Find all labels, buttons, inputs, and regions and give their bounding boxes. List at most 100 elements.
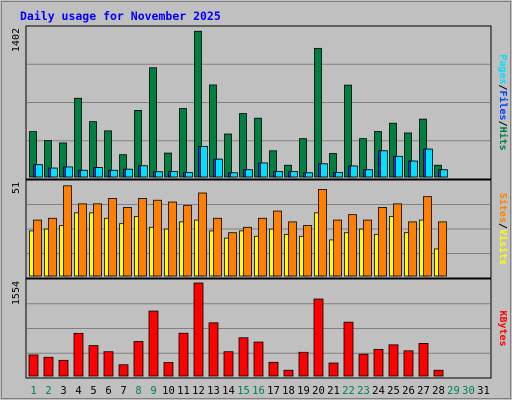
legend-item-pages: Pages xyxy=(497,54,508,84)
bar-hits-day-3 xyxy=(59,142,67,178)
bar-hits-day-22 xyxy=(344,84,352,178)
bar-kbytes-day-8 xyxy=(133,341,144,377)
bar-kbytes-day-28 xyxy=(433,369,444,377)
bar-sites-day-9 xyxy=(153,199,162,277)
x-tick-label-day-28: 28 xyxy=(432,385,445,397)
bar-kbytes-day-11 xyxy=(178,332,189,377)
bar-hits-day-7 xyxy=(119,154,127,178)
series-pages xyxy=(35,145,448,178)
x-tick-label-day-25: 25 xyxy=(387,385,400,397)
x-tick-label-day-29: 29 xyxy=(447,385,460,397)
bar-sites-day-7 xyxy=(123,207,132,277)
bar-kbytes-day-13 xyxy=(208,322,219,377)
bar-sites-day-20 xyxy=(318,189,327,277)
bar-pages-day-2 xyxy=(50,167,58,178)
bar-pages-day-13 xyxy=(215,158,223,178)
bar-pages-day-20 xyxy=(320,163,328,178)
bar-kbytes-day-14 xyxy=(223,351,234,377)
bar-pages-day-12 xyxy=(200,145,208,178)
bar-sites-day-3 xyxy=(63,185,72,277)
bar-sites-day-19 xyxy=(303,225,312,277)
legend-text: Sites/Visits xyxy=(497,193,509,265)
bar-pages-day-1 xyxy=(35,164,43,178)
series-kbytes xyxy=(28,282,444,377)
bar-hits-day-12 xyxy=(194,30,202,178)
bar-hits-day-25 xyxy=(389,122,397,178)
bar-hits-day-20 xyxy=(314,47,322,178)
bar-sites-day-8 xyxy=(138,198,147,277)
bar-pages-day-15 xyxy=(245,169,253,178)
bar-sites-day-15 xyxy=(243,226,252,277)
x-tick-label-day-16: 16 xyxy=(252,385,265,397)
bar-sites-day-16 xyxy=(258,217,267,277)
hits-files-pages-panel: 1402 Pages/Files/Hits xyxy=(11,25,509,180)
x-tick-label-day-26: 26 xyxy=(402,385,415,397)
bar-sites-day-22 xyxy=(348,214,357,277)
x-tick-label-day-3: 3 xyxy=(60,385,66,397)
bar-pages-day-28 xyxy=(440,169,448,178)
legend-separator: / xyxy=(497,84,508,90)
x-tick-label-day-27: 27 xyxy=(417,385,430,397)
x-tick-label-day-14: 14 xyxy=(222,385,235,397)
bar-kbytes-day-20 xyxy=(313,298,324,377)
bar-hits-day-14 xyxy=(224,133,232,178)
bar-pages-day-8 xyxy=(140,165,148,178)
bar-pages-day-26 xyxy=(410,160,418,178)
x-tick-label-day-21: 21 xyxy=(327,385,340,397)
bar-pages-day-22 xyxy=(350,165,358,178)
bar-sites-day-12 xyxy=(198,192,207,277)
bar-hits-day-21 xyxy=(329,153,337,178)
bar-hits-day-11 xyxy=(179,108,187,178)
bar-sites-day-13 xyxy=(213,217,222,277)
bar-kbytes-day-26 xyxy=(403,350,414,377)
bar-sites-day-17 xyxy=(273,210,282,277)
bar-kbytes-day-24 xyxy=(373,348,384,377)
legend-item-kbytes: KBytes xyxy=(497,310,508,346)
y-axis-max-label: 1554 xyxy=(11,281,22,305)
series-hits xyxy=(29,30,442,178)
bar-kbytes-day-5 xyxy=(88,345,99,377)
bar-hits-day-1 xyxy=(29,131,37,178)
bar-hits-day-16 xyxy=(254,117,262,178)
x-tick-label-day-13: 13 xyxy=(207,385,220,397)
x-tick-label-day-22: 22 xyxy=(342,385,355,397)
bar-hits-day-17 xyxy=(269,150,277,178)
legend-item-sites: Sites xyxy=(497,193,509,223)
bar-sites-day-18 xyxy=(288,221,297,277)
bar-hits-day-26 xyxy=(404,132,412,178)
bar-pages-day-11 xyxy=(185,172,193,178)
bar-kbytes-day-16 xyxy=(253,341,264,377)
legend: Pages/Files/Hits xyxy=(497,54,509,150)
bar-hits-day-13 xyxy=(209,84,217,178)
bar-pages-day-19 xyxy=(305,172,313,178)
bar-pages-day-3 xyxy=(65,166,73,178)
x-tick-label-day-5: 5 xyxy=(90,385,96,397)
x-tick-label-day-9: 9 xyxy=(150,385,156,397)
bar-pages-day-25 xyxy=(395,155,403,178)
legend-text: KBytes xyxy=(497,310,508,346)
bar-sites-day-24 xyxy=(378,207,387,277)
bar-kbytes-day-27 xyxy=(418,342,429,377)
x-tick-label-day-10: 10 xyxy=(162,385,175,397)
chart-title: Daily usage for November 2025 xyxy=(20,9,221,23)
bar-pages-day-17 xyxy=(275,171,283,178)
x-tick-label-day-1: 1 xyxy=(30,385,36,397)
bar-pages-day-6 xyxy=(110,169,118,178)
bar-kbytes-day-12 xyxy=(193,282,204,377)
bar-sites-day-1 xyxy=(33,219,42,277)
bar-kbytes-day-25 xyxy=(388,344,399,377)
x-tick-label-day-31: 31 xyxy=(477,385,490,397)
x-tick-label-day-19: 19 xyxy=(297,385,310,397)
bar-sites-day-11 xyxy=(183,205,192,277)
bar-pages-day-14 xyxy=(230,172,238,178)
bar-sites-day-21 xyxy=(333,219,342,277)
bar-hits-day-8 xyxy=(134,110,142,178)
y-axis-max-label: 1402 xyxy=(11,28,22,52)
legend: KBytes xyxy=(497,310,508,346)
bar-hits-day-9 xyxy=(149,67,157,178)
bar-kbytes-day-21 xyxy=(328,362,339,377)
bar-pages-day-5 xyxy=(95,167,103,178)
bar-sites-day-28 xyxy=(438,221,447,277)
bar-sites-day-6 xyxy=(108,198,117,277)
